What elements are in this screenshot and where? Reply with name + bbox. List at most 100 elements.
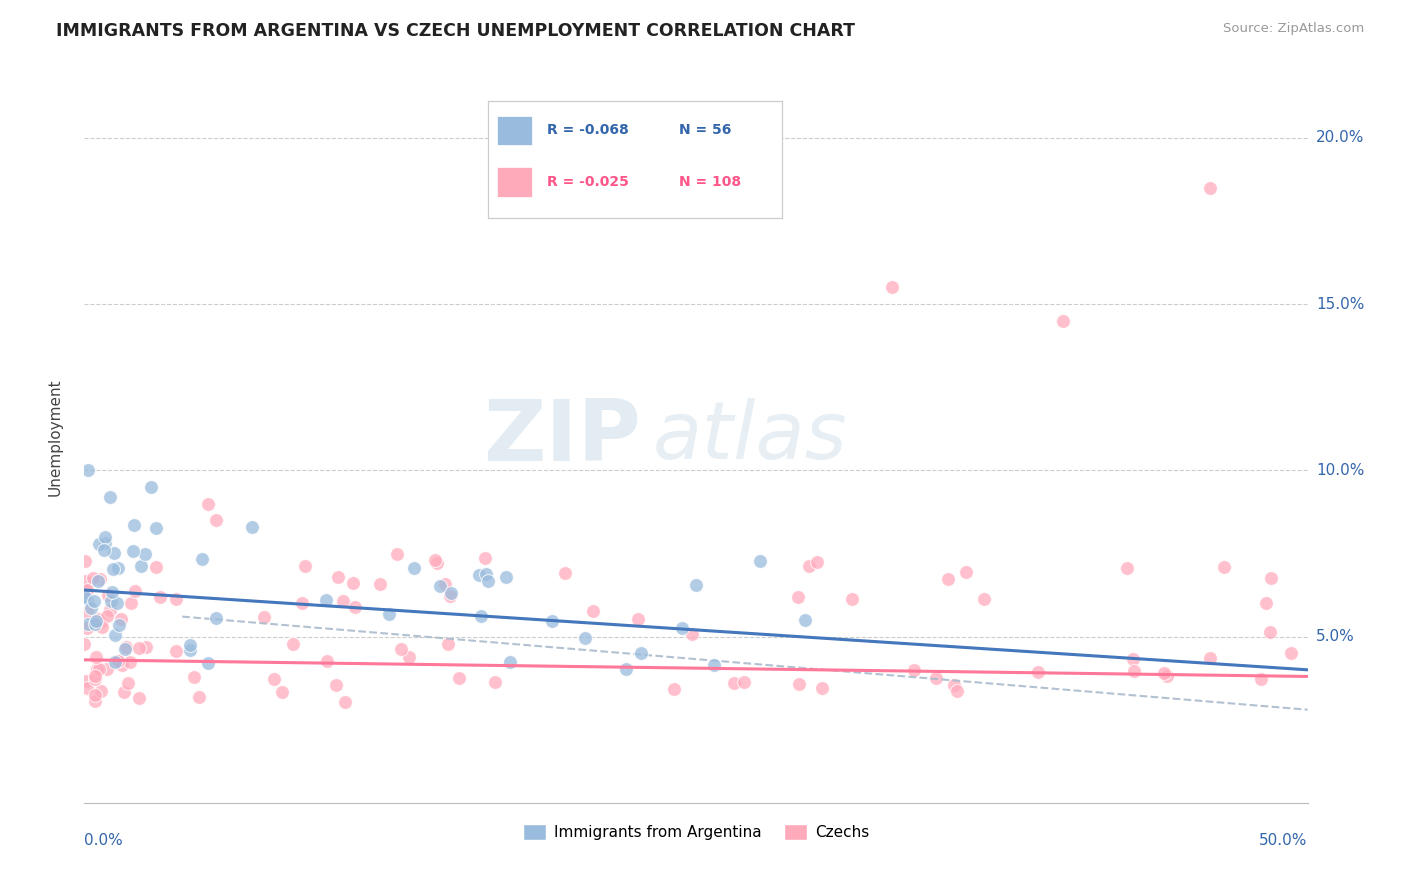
Point: [335, 695, 357, 709]
Point: [76, 605, 98, 619]
Point: [1052, 314, 1074, 328]
Point: [474, 567, 496, 582]
Point: [447, 671, 470, 685]
Point: [93, 543, 115, 558]
Point: [100, 603, 122, 617]
Point: [368, 577, 391, 591]
Point: [973, 592, 995, 607]
Point: [1199, 650, 1222, 665]
Point: [73, 574, 96, 588]
Point: [955, 565, 977, 579]
Point: [87, 662, 110, 676]
Point: [105, 596, 128, 610]
Point: [83, 594, 105, 608]
Point: [468, 568, 491, 582]
Point: [149, 590, 172, 604]
Point: [630, 646, 652, 660]
Point: [733, 675, 755, 690]
Point: [75, 590, 97, 604]
Point: [110, 612, 132, 626]
Point: [1260, 571, 1282, 585]
Point: [191, 551, 214, 566]
Point: [437, 637, 460, 651]
Point: [135, 640, 157, 655]
Point: [253, 609, 276, 624]
Point: [104, 655, 127, 669]
Point: [440, 586, 463, 600]
Point: [342, 576, 364, 591]
Point: [294, 558, 316, 573]
Point: [1258, 625, 1281, 640]
Point: [811, 681, 834, 696]
Point: [165, 592, 187, 607]
Point: [187, 690, 209, 704]
Point: [1254, 596, 1277, 610]
Point: [83, 672, 105, 686]
Point: [484, 674, 506, 689]
Point: [101, 562, 124, 576]
Point: [79, 600, 101, 615]
Point: [627, 612, 650, 626]
Point: [470, 608, 492, 623]
Point: [703, 658, 725, 673]
Point: [316, 654, 339, 668]
Point: [880, 280, 903, 294]
Text: 5.0%: 5.0%: [1316, 629, 1354, 644]
Point: [936, 572, 959, 586]
Text: 10.0%: 10.0%: [1316, 463, 1364, 478]
Point: [495, 570, 517, 584]
Point: [398, 649, 420, 664]
Point: [87, 574, 110, 589]
Point: [474, 551, 496, 566]
Point: [76, 621, 98, 635]
Point: [332, 594, 354, 608]
Point: [90, 684, 112, 698]
Point: [325, 678, 347, 692]
Point: [423, 553, 446, 567]
Point: [90, 615, 112, 629]
Point: [84, 650, 107, 665]
Point: [73, 554, 96, 568]
Point: [94, 530, 117, 544]
Point: [73, 637, 96, 651]
Point: [924, 671, 946, 685]
Point: [115, 640, 138, 654]
Point: [76, 592, 98, 607]
Point: [662, 682, 685, 697]
Point: [1250, 672, 1272, 686]
Point: [94, 536, 117, 550]
Point: [943, 678, 966, 692]
Point: [98, 490, 121, 504]
Point: [124, 518, 146, 533]
Point: [89, 572, 111, 586]
Point: [120, 655, 142, 669]
Point: [124, 584, 146, 599]
Point: [723, 676, 745, 690]
Point: [90, 620, 112, 634]
Point: [315, 593, 337, 607]
Point: [1279, 646, 1302, 660]
Point: [84, 669, 107, 683]
Point: [1156, 669, 1178, 683]
Point: [134, 547, 156, 561]
Legend: Immigrants from Argentina, Czechs: Immigrants from Argentina, Czechs: [517, 818, 875, 847]
Point: [120, 596, 142, 610]
Point: [841, 592, 863, 607]
Point: [128, 691, 150, 706]
Point: [197, 497, 219, 511]
Point: [76, 681, 98, 696]
Point: [139, 480, 162, 494]
Point: [205, 513, 228, 527]
Point: [439, 589, 461, 603]
Point: [681, 627, 703, 641]
Point: [1153, 665, 1175, 680]
Point: [794, 613, 817, 627]
Point: [129, 558, 152, 573]
Point: [107, 654, 129, 668]
Point: [83, 688, 105, 702]
Point: [107, 560, 129, 574]
Point: [84, 694, 107, 708]
Point: [179, 643, 201, 657]
Point: [104, 627, 127, 641]
Point: [103, 546, 125, 560]
